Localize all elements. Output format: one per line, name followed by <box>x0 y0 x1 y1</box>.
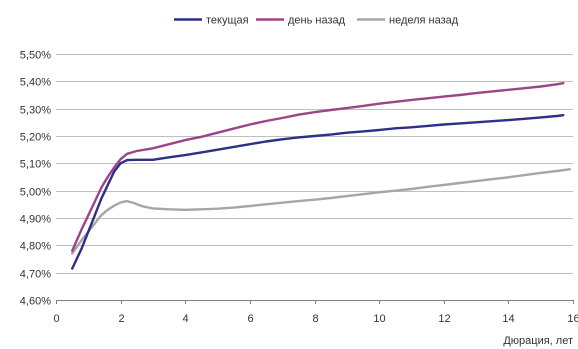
x-tick-label: 4 <box>182 313 188 325</box>
x-tick-label: 14 <box>502 313 514 325</box>
x-tick-label: 8 <box>312 313 318 325</box>
y-tick-label: 5,00% <box>20 187 51 199</box>
x-tick-label: 2 <box>118 313 124 325</box>
x-axis-title: Дюрация, лет <box>503 335 573 347</box>
y-tick-label: 4,90% <box>20 214 51 226</box>
y-axis: 4,60% 4,70% 4,80% 4,90% 5,00% 5,10% 5,20% 5,30%… <box>20 50 51 308</box>
y-tick-label: 4,70% <box>20 269 51 281</box>
x-tick-label: 0 <box>53 313 59 325</box>
y-tick-label: 5,30% <box>20 105 51 117</box>
series-line-2 <box>71 168 571 255</box>
series-line-0 <box>71 114 565 270</box>
y-tick-label: 4,60% <box>20 296 51 308</box>
y-tick-label: 5,20% <box>20 132 51 144</box>
x-tick-label: 16 <box>567 313 578 325</box>
y-tick-label: 5,10% <box>20 159 51 171</box>
legend-label: день назад <box>288 15 346 27</box>
legend-label: текущая <box>206 15 249 27</box>
legend: текущая день назад неделя назад <box>174 15 459 27</box>
x-axis: 0 2 4 6 8 10 12 14 16 <box>53 300 578 325</box>
x-tick-label: 10 <box>373 313 385 325</box>
series-lines <box>71 82 571 270</box>
y-tick-label: 4,80% <box>20 241 51 253</box>
x-tick-label: 6 <box>247 313 253 325</box>
x-tick-label: 12 <box>438 313 450 325</box>
y-tick-label: 5,50% <box>20 50 51 62</box>
grid <box>56 54 573 301</box>
series-line-1 <box>71 82 565 252</box>
y-tick-label: 5,40% <box>20 77 51 89</box>
legend-label: неделя назад <box>389 15 459 27</box>
